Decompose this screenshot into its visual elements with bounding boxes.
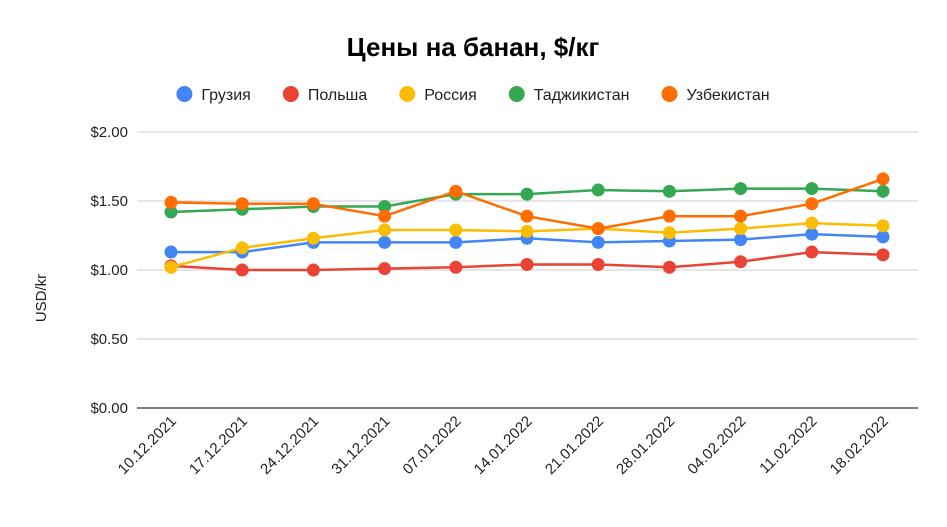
y-tick-label: $0.50 <box>90 331 128 348</box>
data-point <box>306 231 320 245</box>
x-tick-label: 14.01.2022 <box>471 413 536 478</box>
legend-marker <box>282 86 299 102</box>
x-tick-label: 24.12.2021 <box>257 413 322 478</box>
legend-item: Грузия <box>176 86 251 104</box>
data-point <box>449 235 463 249</box>
series-group <box>164 172 890 277</box>
data-point <box>805 197 819 211</box>
chart-title: Цены на банан, $/кг <box>347 32 600 62</box>
data-point <box>449 260 463 274</box>
y-tick-label: $2.00 <box>90 124 128 141</box>
data-point <box>734 255 748 269</box>
data-point <box>876 172 890 186</box>
data-point <box>662 209 676 223</box>
legend-item: Узбекистан <box>661 86 770 104</box>
data-point <box>734 222 748 236</box>
series-0 <box>164 227 890 259</box>
legend-marker <box>399 86 416 102</box>
data-point <box>449 223 463 237</box>
legend-marker <box>661 86 678 102</box>
series-1 <box>164 245 890 277</box>
data-point <box>805 245 819 259</box>
data-point <box>591 257 605 271</box>
data-point <box>520 257 534 271</box>
legend-marker <box>508 86 525 102</box>
legend-item: Россия <box>399 86 477 104</box>
x-tick-label: 31.12.2021 <box>328 413 393 478</box>
data-point <box>876 184 890 198</box>
data-point <box>520 224 534 238</box>
data-point <box>520 209 534 223</box>
data-point <box>734 209 748 223</box>
data-point <box>662 260 676 274</box>
y-tick-label: $0.00 <box>90 400 128 417</box>
y-axis-label: USD/kr <box>33 274 50 322</box>
data-point <box>876 230 890 244</box>
data-point <box>805 227 819 241</box>
data-point <box>876 219 890 233</box>
x-tick-label: 21.01.2022 <box>542 413 607 478</box>
x-tick-label: 28.01.2022 <box>613 413 678 478</box>
data-point <box>591 183 605 197</box>
data-point <box>805 182 819 196</box>
x-tick-label: 11.02.2022 <box>756 413 820 477</box>
data-point <box>164 195 178 209</box>
x-tick-label: 04.02.2022 <box>684 413 749 478</box>
legend-label: Польша <box>308 87 368 104</box>
legend-item: Польша <box>282 86 368 104</box>
legend-label: Россия <box>424 87 476 104</box>
data-point <box>164 205 178 219</box>
data-point <box>164 260 178 274</box>
data-point <box>805 216 819 230</box>
y-tick-label: $1.00 <box>90 262 128 279</box>
data-point <box>378 235 392 249</box>
legend-label: Грузия <box>201 87 250 104</box>
y-axis-ticks: $0.00 $0.50 $1.00 $1.50 $2.00 <box>90 124 128 417</box>
data-point <box>378 209 392 223</box>
data-point <box>662 184 676 198</box>
series-4 <box>164 172 890 236</box>
x-tick-label: 17.12.2021 <box>186 413 251 478</box>
data-point <box>591 222 605 236</box>
legend-label: Таджикистан <box>534 87 630 104</box>
data-point <box>164 245 178 259</box>
data-point <box>235 241 249 255</box>
data-point <box>520 187 534 201</box>
data-point <box>235 263 249 277</box>
data-point <box>378 200 392 214</box>
data-point <box>662 226 676 240</box>
legend-label: Узбекистан <box>686 87 769 104</box>
x-tick-label: 10.12.2021 <box>115 413 180 478</box>
data-point <box>734 233 748 247</box>
data-point <box>876 248 890 262</box>
data-point <box>734 182 748 196</box>
data-point <box>378 262 392 276</box>
legend-item: Таджикистан <box>508 86 630 104</box>
data-point <box>306 197 320 211</box>
data-point <box>378 223 392 237</box>
x-tick-label: 07.01.2022 <box>400 413 465 478</box>
data-point <box>449 184 463 198</box>
data-point <box>591 235 605 249</box>
x-axis-ticks: 10.12.2021 17.12.2021 24.12.2021 31.12.2021… <box>115 413 892 478</box>
x-tick-label: 18.02.2022 <box>827 413 892 478</box>
legend: Грузия Польша Россия Таджикистан Узбекистан <box>176 86 770 104</box>
data-point <box>306 263 320 277</box>
y-tick-label: $1.50 <box>90 193 128 210</box>
legend-marker <box>176 86 193 102</box>
data-point <box>235 197 249 211</box>
